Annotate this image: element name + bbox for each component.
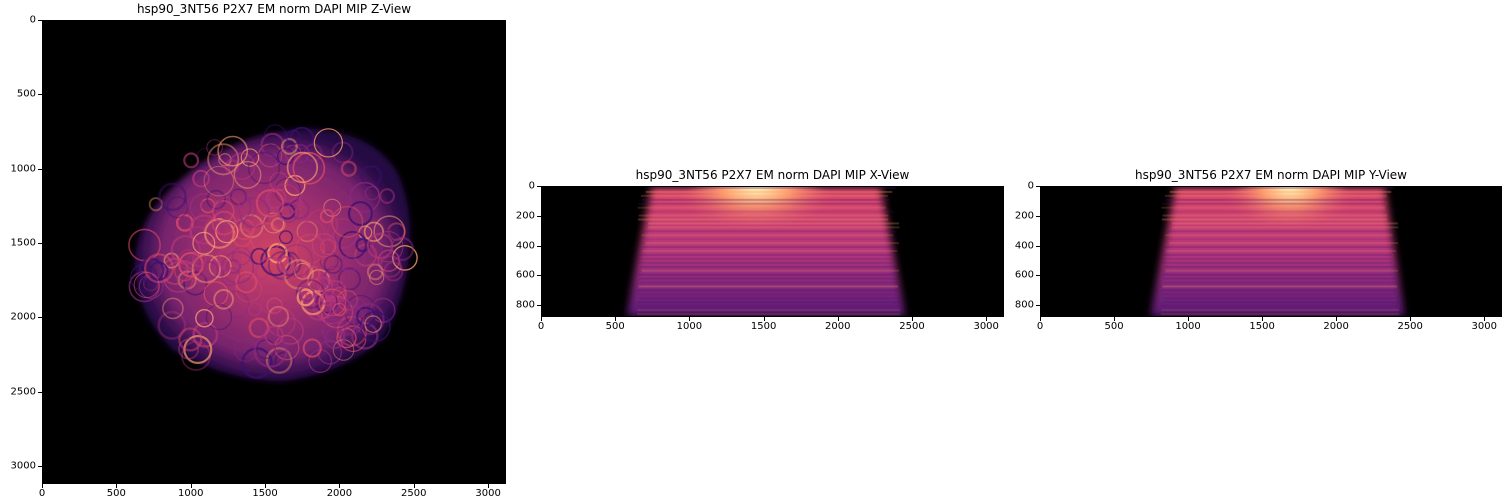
x-tick-label: 3000 (973, 321, 999, 332)
y-tick-mark (1036, 186, 1040, 187)
y-tick-mark (537, 186, 541, 187)
y-tick-label: 0 (29, 14, 36, 26)
y-tick-mark (38, 391, 42, 393)
y-tick-mark (38, 243, 42, 245)
y-view-title: hsp90_3NT56 P2X7 EM norm DAPI MIP Y-View (1134, 168, 1407, 182)
x-tick-mark (1336, 317, 1338, 321)
x-tick-label: 2500 (401, 488, 427, 499)
y-tick-label: 800 (1014, 299, 1034, 311)
y-tick-mark (1036, 215, 1040, 217)
x-tick-label: 1500 (252, 488, 278, 499)
z-view-panel: hsp90_3NT56 P2X7 EM norm DAPI MIP Z-View… (11, 2, 506, 499)
y-tick-mark (1036, 245, 1040, 247)
x-tick-mark (1040, 317, 1041, 321)
x-tick-mark (1410, 317, 1412, 321)
x-tick-mark (265, 484, 267, 488)
y-tick-label: 600 (515, 269, 535, 281)
x-tick-mark (339, 484, 341, 488)
y-tick-mark (1036, 305, 1040, 307)
x-tick-mark (116, 484, 118, 488)
x-tick-mark (488, 484, 490, 488)
x-view-image (541, 186, 1004, 317)
x-tick-mark (837, 317, 839, 321)
y-tick-mark (1036, 275, 1040, 277)
x-tick-mark (763, 317, 765, 321)
x-tick-label: 500 (605, 321, 625, 332)
x-tick-mark (1262, 317, 1264, 321)
x-tick-label: 1500 (1249, 321, 1275, 332)
x-tick-mark (689, 317, 691, 321)
z-view-mip (128, 124, 418, 382)
y-tick-label: 1500 (10, 237, 36, 249)
y-tick-mark (38, 466, 42, 468)
y-tick-label: 2000 (10, 311, 36, 323)
y-view-image (1040, 186, 1502, 317)
y-tick-label: 0 (1027, 180, 1034, 192)
x-tick-label: 0 (1036, 321, 1044, 332)
x-tick-label: 2000 (1323, 321, 1349, 332)
x-tick-mark (190, 484, 192, 488)
y-tick-mark (537, 215, 541, 217)
y-tick-label: 600 (1014, 269, 1034, 281)
y-tick-label: 3000 (10, 460, 36, 472)
z-view-image (42, 20, 506, 484)
x-view-panel: hsp90_3NT56 P2X7 EM norm DAPI MIP X-View (516, 168, 1004, 332)
x-tick-label: 2000 (326, 488, 353, 499)
y-tick-label: 200 (1014, 210, 1034, 222)
x-tick-mark (1188, 317, 1190, 321)
y-tick-mark (38, 94, 42, 96)
x-tick-label: 2500 (1397, 321, 1423, 332)
y-tick-mark (537, 245, 541, 247)
y-tick-label: 200 (515, 210, 535, 222)
y-view-panel: hsp90_3NT56 P2X7 EM norm DAPI MIP Y-View (1015, 168, 1502, 332)
x-tick-mark (986, 317, 988, 321)
x-tick-label: 1500 (750, 321, 777, 332)
x-tick-label: 0 (537, 321, 545, 332)
x-tick-label: 2500 (899, 321, 925, 332)
y-tick-mark (537, 275, 541, 277)
y-tick-label: 2500 (10, 386, 36, 398)
x-tick-mark (541, 317, 542, 321)
y-tick-label: 400 (1014, 240, 1034, 252)
y-tick-label: 800 (515, 299, 535, 311)
y-tick-label: 500 (16, 88, 36, 100)
x-tick-mark (413, 484, 415, 488)
x-tick-label: 3000 (475, 488, 501, 499)
x-view-mip (626, 187, 906, 316)
x-tick-label: 1000 (1175, 321, 1201, 332)
x-tick-label: 2000 (825, 321, 851, 332)
y-tick-label: 0 (528, 180, 535, 192)
x-tick-mark (615, 317, 617, 321)
x-view-title: hsp90_3NT56 P2X7 EM norm DAPI MIP X-View (635, 168, 910, 182)
y-tick-mark (537, 305, 541, 307)
x-tick-label: 500 (106, 488, 126, 499)
x-tick-mark (1484, 317, 1486, 321)
y-tick-label: 1000 (10, 163, 36, 175)
x-tick-label: 3000 (1471, 321, 1497, 332)
y-tick-mark (38, 168, 42, 170)
y-tick-mark (38, 20, 42, 21)
x-tick-label: 0 (38, 488, 46, 499)
x-tick-label: 1000 (177, 488, 204, 499)
x-tick-label: 1000 (676, 321, 703, 332)
x-tick-mark (1114, 317, 1116, 321)
y-view-mip (1150, 187, 1405, 316)
x-tick-mark (42, 484, 43, 488)
x-tick-label: 500 (1104, 321, 1124, 332)
z-view-title: hsp90_3NT56 P2X7 EM norm DAPI MIP Z-View (136, 2, 412, 16)
y-tick-label: 400 (515, 240, 535, 252)
x-tick-mark (911, 317, 913, 321)
y-tick-mark (38, 317, 42, 319)
